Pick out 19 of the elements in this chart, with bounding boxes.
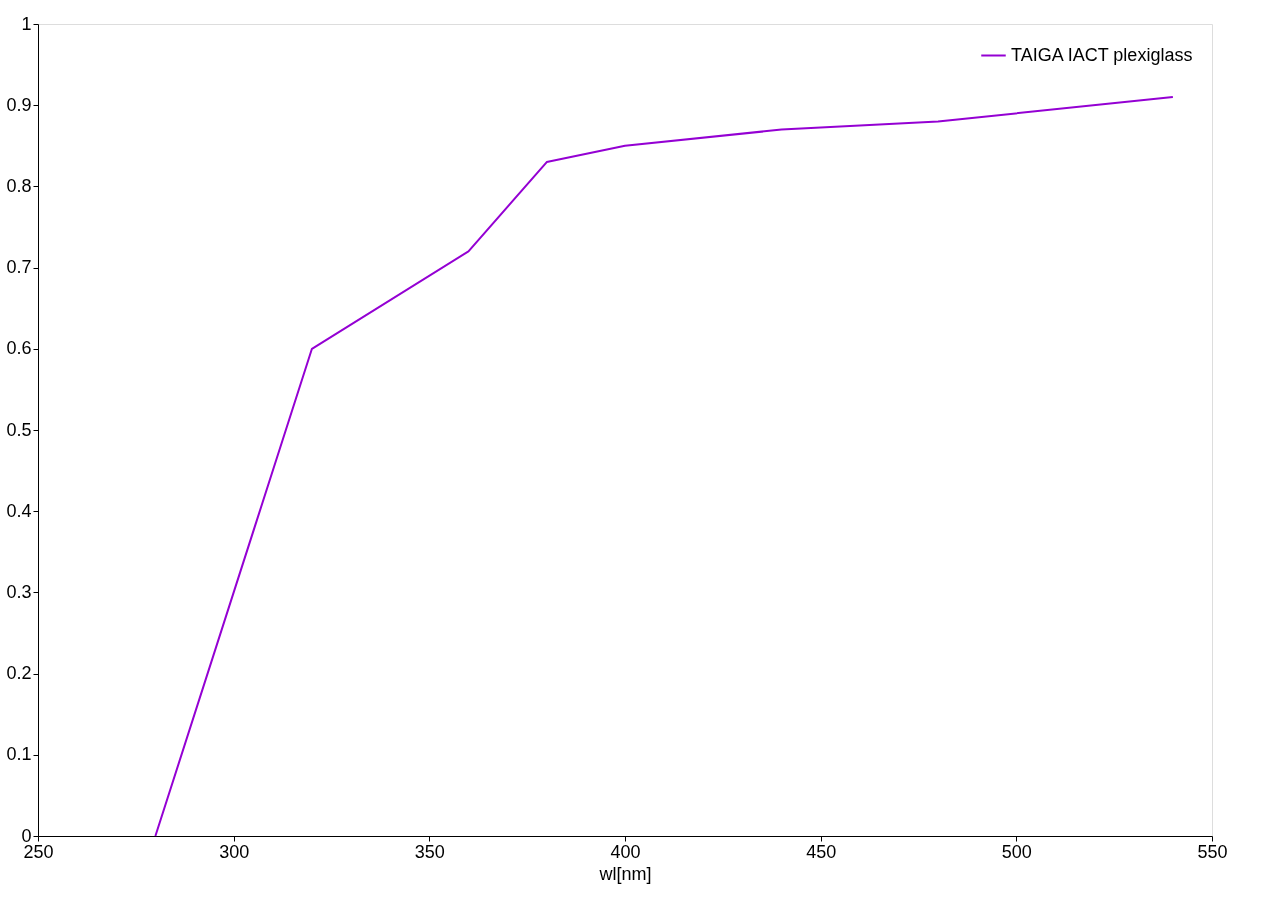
x-tick-label: 400 (610, 841, 641, 862)
y-tick-label: 0.2 (6, 663, 32, 684)
y-tick-label: 0.4 (6, 500, 32, 521)
y-tick-label: 0.5 (6, 419, 32, 440)
x-tick-label: 550 (1197, 841, 1228, 862)
x-tick-label: 300 (219, 841, 250, 862)
legend-label: TAIGA IACT plexiglass (1011, 44, 1193, 65)
y-tick-label: 0.6 (6, 338, 32, 359)
x-tick-label: 350 (414, 841, 445, 862)
x-axis-title: wl[nm] (598, 863, 652, 884)
x-tick-label: 450 (806, 841, 837, 862)
x-tick-label: 500 (1001, 841, 1032, 862)
line-series (154, 96, 1174, 837)
y-tick-label: 0.1 (6, 744, 32, 765)
y-tick-label: 0.9 (6, 94, 32, 115)
y-tick-label: 0.3 (6, 581, 32, 602)
y-tick-label: 0.8 (6, 175, 32, 196)
y-tick-label: 0.7 (6, 257, 32, 278)
y-tick-label: 1 (21, 13, 32, 34)
